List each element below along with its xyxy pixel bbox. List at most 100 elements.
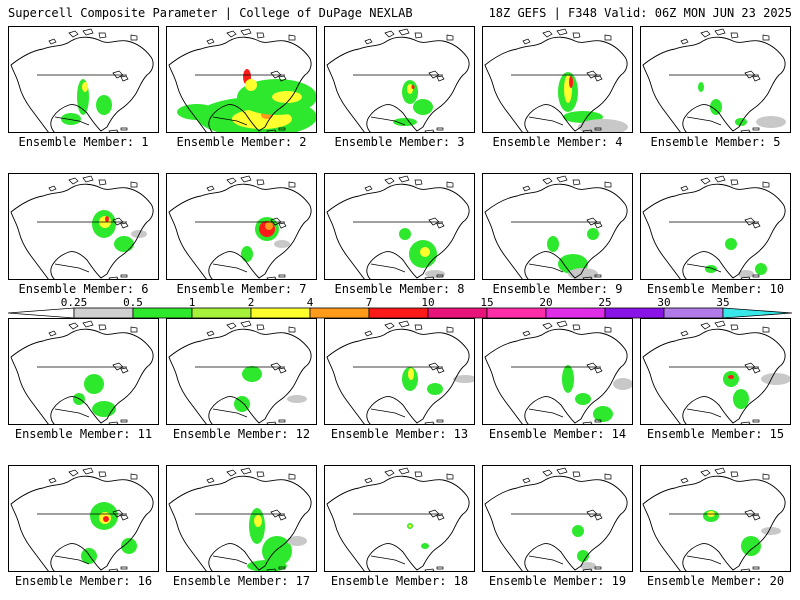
scp-contour (407, 84, 413, 94)
scp-contour (420, 247, 430, 257)
great-lakes (270, 70, 287, 82)
scp-contour (578, 119, 628, 132)
member-label: Ensemble Member: 2 (176, 135, 307, 149)
caribbean-islands (740, 274, 760, 279)
coastline (168, 183, 312, 279)
coastline (642, 36, 786, 132)
north-america-map (168, 320, 312, 424)
us-mexico-border (212, 263, 248, 273)
colorbar-segment (309, 307, 370, 319)
member-map (8, 173, 159, 280)
north-america-map (642, 320, 790, 424)
us-mexico-border (528, 116, 564, 126)
north-america-map (484, 28, 628, 132)
north-america-map (642, 175, 786, 279)
north-america-map (484, 175, 628, 279)
coastline (484, 328, 628, 424)
caribbean-islands (266, 566, 286, 571)
us-mexico-border (370, 555, 406, 565)
scp-contour (569, 76, 573, 88)
colorbar-segment (486, 307, 547, 319)
member-map (482, 173, 633, 280)
us-mexico-border (686, 116, 722, 126)
scp-contour (254, 515, 262, 527)
scp-contour (575, 393, 591, 405)
north-america-map (642, 467, 786, 571)
north-america-map (484, 320, 632, 424)
north-america-map (10, 175, 154, 279)
arctic-islands (364, 320, 454, 337)
us-mexico-border (212, 555, 248, 565)
arctic-islands (48, 320, 138, 337)
great-lakes (270, 217, 287, 229)
colorbar-min-arrow (8, 307, 75, 319)
scp-contour (408, 524, 412, 528)
caribbean-islands (740, 566, 760, 571)
member-label: Ensemble Member: 3 (334, 135, 465, 149)
scp-contour (114, 236, 134, 252)
caribbean-islands (108, 419, 128, 424)
colorbar-tick-label: 30 (657, 296, 671, 309)
member-label: Ensemble Member: 5 (650, 135, 781, 149)
coastline (168, 475, 312, 571)
member-label: Ensemble Member: 11 (14, 427, 153, 441)
north-america-map (10, 320, 154, 424)
scp-contour (613, 378, 632, 390)
scp-contour (710, 99, 722, 115)
member-label: Ensemble Member: 4 (492, 135, 623, 149)
scp-contour (241, 246, 253, 262)
scp-contour (735, 118, 747, 126)
great-lakes (744, 217, 761, 229)
colorbar-tick-label: 0.25 (60, 296, 88, 309)
scp-contour (411, 85, 415, 89)
scp-contour (733, 389, 749, 409)
member-label: Ensemble Member: 20 (646, 574, 785, 588)
north-america-map (326, 467, 470, 571)
arctic-islands (206, 320, 296, 337)
coastline (326, 475, 470, 571)
arctic-islands (206, 175, 296, 192)
scp-contour (61, 113, 81, 125)
arctic-islands (522, 467, 612, 484)
us-mexico-border (528, 263, 564, 273)
caribbean-islands (740, 419, 760, 424)
colorbar-tick-label: 10 (421, 296, 435, 309)
member-map (324, 465, 475, 572)
scp-contour (755, 263, 767, 275)
coastline (168, 328, 312, 424)
scp-contour (698, 82, 704, 92)
colorbar-segment (191, 307, 252, 319)
scp-contour (705, 265, 717, 273)
scp-contour (287, 536, 307, 546)
caribbean-islands (108, 127, 128, 132)
scp-contour (399, 228, 411, 240)
north-america-map (10, 467, 154, 571)
scp-contour (572, 525, 584, 537)
north-america-map (168, 175, 312, 279)
member-label: Ensemble Member: 12 (172, 427, 311, 441)
us-mexico-border (54, 408, 90, 418)
member-map (640, 318, 791, 425)
member-label: Ensemble Member: 14 (488, 427, 627, 441)
scp-contour (587, 228, 599, 240)
caribbean-islands (582, 274, 602, 279)
member-map (482, 26, 633, 133)
scp-contour (234, 396, 250, 412)
north-america-map (168, 467, 312, 571)
great-lakes (586, 70, 603, 82)
scp-contour (577, 550, 589, 562)
colorbar-segment (427, 307, 488, 319)
scp-contour (96, 95, 112, 115)
coastline (10, 36, 154, 132)
scp-contour (593, 406, 613, 422)
colorbar-tick-label: 4 (306, 296, 314, 309)
member-map (482, 318, 633, 425)
caribbean-islands (108, 566, 128, 571)
colorbar-segment (604, 307, 665, 319)
scp-contour (121, 538, 137, 554)
member-map (324, 318, 475, 425)
colorbar-tick-label: 2 (247, 296, 255, 309)
coastline (10, 328, 154, 424)
member-map (166, 318, 317, 425)
scp-contour (408, 368, 414, 380)
